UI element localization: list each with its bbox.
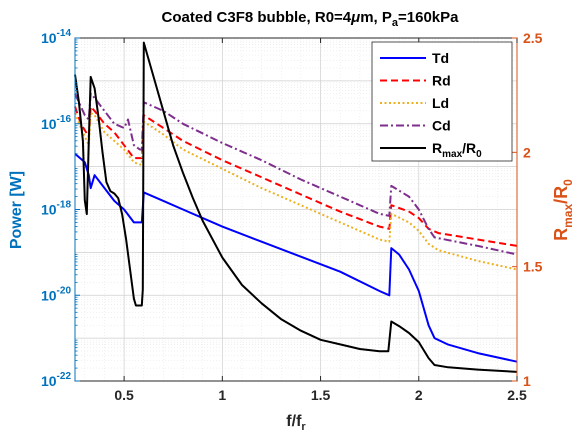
y-right-tick-label: 2.5 xyxy=(523,30,543,46)
series-group xyxy=(74,41,518,373)
chart-title: Coated C3F8 bubble, R0=4μm, Pa=160kPa xyxy=(162,9,460,29)
x-tick-label: 1.5 xyxy=(311,387,331,403)
series-line-1 xyxy=(74,153,518,363)
y-left-tick-label: 10-20 xyxy=(41,285,71,303)
x-axis-label: f/fr xyxy=(286,413,306,433)
y-left-tick-label: 10-18 xyxy=(41,200,71,218)
legend-label-ld: Ld xyxy=(432,95,449,111)
y-left-tick-label: 10-22 xyxy=(41,371,71,389)
grid xyxy=(75,38,518,381)
series-line-4 xyxy=(74,92,518,256)
x-tick-label: 0.5 xyxy=(114,387,134,403)
y-right-tick-label: 1.5 xyxy=(523,259,543,275)
x-tick-label: 2.5 xyxy=(507,387,527,403)
series-line-2 xyxy=(74,105,518,247)
y-right-axis-label: Rmax/R0 xyxy=(551,179,575,241)
y-left-tick-label: 10-16 xyxy=(41,114,71,132)
legend-label-td: Td xyxy=(432,50,449,66)
y-left-axis-label: Power [W] xyxy=(8,171,25,249)
legend: Td Rd Ld Cd Rmax/R0 xyxy=(371,41,513,162)
y-left-tick-label: 10-14 xyxy=(41,28,71,46)
series-line-5 xyxy=(74,41,518,373)
legend-label-rd: Rd xyxy=(432,73,451,89)
x-tick-label: 1 xyxy=(218,387,226,403)
y-right-tick-label: 1 xyxy=(523,373,531,389)
tick-group: 0.5 1 1.5 2 2.5 10-22 10-20 10-18 10-16 10-14 1 1.5… xyxy=(41,28,543,403)
legend-label-rmax: Rmax/R0 xyxy=(432,140,482,160)
x-tick-label: 2 xyxy=(415,387,423,403)
y-right-tick-label: 2 xyxy=(523,144,531,160)
legend-label-cd: Cd xyxy=(432,118,451,134)
legend-box xyxy=(371,41,513,162)
